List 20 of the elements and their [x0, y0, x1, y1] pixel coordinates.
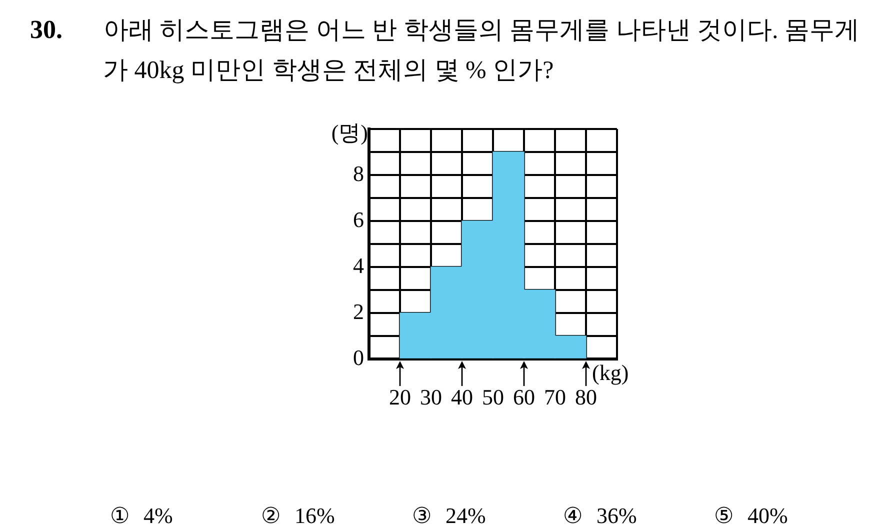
- x-tick-label: 30: [420, 384, 442, 410]
- x-axis-title: (kg): [592, 360, 629, 385]
- y-tick-label: 6: [353, 206, 364, 232]
- y-tick-label: 8: [353, 160, 364, 186]
- y-axis-title: (명): [331, 120, 368, 145]
- text: ① 4%: [110, 502, 174, 528]
- chart-title: 30. 아래 히스토그램은 어느 반 학생들의 몸무게를 나타낸 것이다. 몸무게가 40kg 미만인 학생은 전체의 몇 % 인가?: [30, 15, 860, 84]
- text: ⑤ 40%: [714, 502, 789, 528]
- y-tick-label: 4: [353, 252, 364, 278]
- text: ③ 24%: [412, 502, 487, 528]
- x-tick-label: 60: [513, 384, 535, 410]
- x-tick-label: 20: [389, 384, 411, 410]
- text: ② 16%: [261, 502, 336, 528]
- y-tick-label: 2: [353, 298, 364, 324]
- x-tick-label: 80: [575, 384, 597, 410]
- x-tick-label: 50: [482, 384, 504, 410]
- y-tick-label: 0: [353, 344, 364, 370]
- x-tick-label: 40: [451, 384, 473, 410]
- x-tick-label: 70: [544, 384, 566, 410]
- text: ④ 36%: [563, 502, 638, 528]
